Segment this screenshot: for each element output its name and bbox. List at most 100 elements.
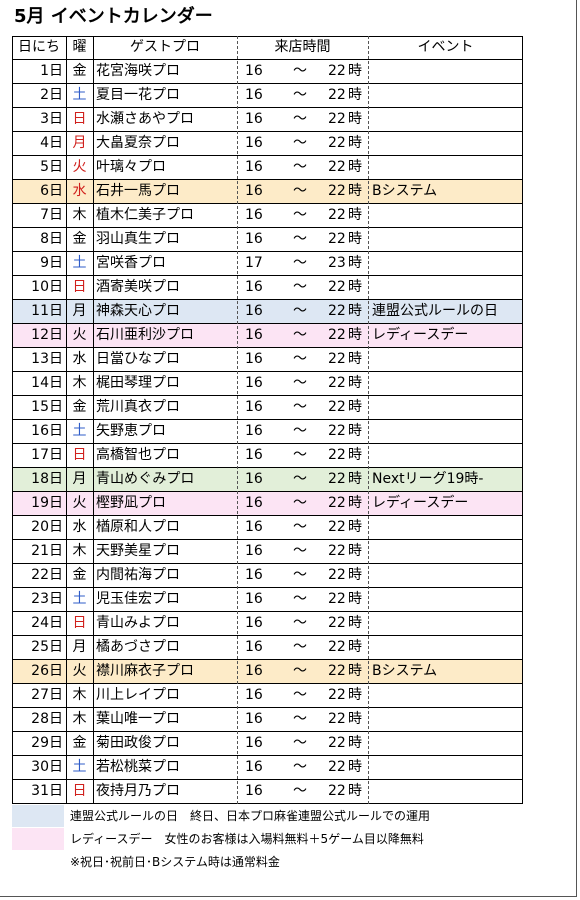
tilde: ～ bbox=[293, 279, 307, 295]
table-row: 17日日高橋智也プロ 16 ～ 22 時 bbox=[12, 444, 523, 468]
time-unit: 時 bbox=[348, 327, 362, 343]
start-time: 16 bbox=[245, 375, 263, 391]
guest-cell: 樫野凪プロ bbox=[96, 495, 166, 511]
time-unit: 時 bbox=[348, 255, 362, 271]
date-cell: 22日 bbox=[31, 567, 63, 583]
event-cell: 連盟公式ルールの日 bbox=[372, 303, 498, 319]
weekday-cell: 火 bbox=[72, 663, 87, 679]
end-time: 22 bbox=[328, 735, 346, 751]
guest-cell: 川上レイプロ bbox=[96, 687, 180, 703]
start-time: 16 bbox=[245, 423, 263, 439]
tilde: ～ bbox=[293, 711, 307, 727]
start-time: 16 bbox=[245, 735, 263, 751]
end-time: 22 bbox=[328, 159, 346, 175]
table-row: 5日火叶璃々プロ 16 ～ 22 時 bbox=[12, 156, 523, 180]
date-cell: 19日 bbox=[31, 495, 63, 511]
event-cell: Nextリーグ19時- bbox=[372, 471, 484, 487]
table-row: 7日木植木仁美子プロ 16 ～ 22 時 bbox=[12, 204, 523, 228]
end-time: 22 bbox=[328, 111, 346, 127]
date-cell: 25日 bbox=[31, 639, 63, 655]
weekday-cell: 月 bbox=[72, 303, 87, 319]
time-unit: 時 bbox=[348, 663, 362, 679]
column-header: ゲストプロ bbox=[130, 39, 200, 55]
tilde: ～ bbox=[293, 327, 307, 343]
end-time: 22 bbox=[328, 447, 346, 463]
header-row: 日にち曜 ゲストプロ 来店時間 イベント bbox=[12, 36, 523, 60]
weekday-cell: 日 bbox=[72, 111, 87, 127]
table-row: 16日土矢野恵プロ 16 ～ 22 時 bbox=[12, 420, 523, 444]
end-time: 22 bbox=[328, 567, 346, 583]
time-unit: 時 bbox=[348, 519, 362, 535]
weekday-cell: 木 bbox=[72, 207, 87, 223]
date-cell: 14日 bbox=[31, 375, 63, 391]
date-cell: 15日 bbox=[31, 399, 63, 415]
guest-cell: 石井一馬プロ bbox=[96, 183, 180, 199]
date-cell: 28日 bbox=[31, 711, 63, 727]
weekday-cell: 日 bbox=[72, 447, 87, 463]
table-row: 13日水日當ひなプロ 16 ～ 22 時 bbox=[12, 348, 523, 372]
weekday-cell: 火 bbox=[72, 495, 87, 511]
weekday-cell: 木 bbox=[72, 375, 87, 391]
date-cell: 4日 bbox=[40, 135, 63, 151]
guest-cell: 神森天心プロ bbox=[96, 303, 180, 319]
weekday-cell: 月 bbox=[72, 471, 87, 487]
column-header: イベント bbox=[417, 39, 474, 55]
weekday-cell: 火 bbox=[72, 327, 87, 343]
tilde: ～ bbox=[293, 663, 307, 679]
weekday-cell: 金 bbox=[72, 63, 87, 79]
column-divider bbox=[93, 36, 94, 804]
table-row: 3日日水瀬さあやプロ 16 ～ 22 時 bbox=[12, 108, 523, 132]
time-unit: 時 bbox=[348, 375, 362, 391]
guest-cell: 楢原和人プロ bbox=[96, 519, 180, 535]
tilde: ～ bbox=[293, 375, 307, 391]
date-cell: 9日 bbox=[40, 255, 63, 271]
end-time: 22 bbox=[328, 375, 346, 391]
end-time: 22 bbox=[328, 87, 346, 103]
tilde: ～ bbox=[293, 399, 307, 415]
table-row: 6日水石井一馬プロ 16 ～ 22 時 Bシステム bbox=[12, 180, 523, 204]
time-unit: 時 bbox=[348, 471, 362, 487]
guest-cell: 夏目一花プロ bbox=[96, 87, 180, 103]
legend-swatch bbox=[12, 805, 64, 827]
table-row: 26日火襟川麻衣子プロ 16 ～ 22 時 Bシステム bbox=[12, 660, 523, 684]
tilde: ～ bbox=[293, 567, 307, 583]
table-row: 20日水楢原和人プロ 16 ～ 22 時 bbox=[12, 516, 523, 540]
guest-cell: 菊田政俊プロ bbox=[96, 735, 180, 751]
guest-cell: 石川亜利沙プロ bbox=[96, 327, 194, 343]
weekday-cell: 日 bbox=[72, 615, 87, 631]
date-cell: 21日 bbox=[31, 543, 63, 559]
tilde: ～ bbox=[293, 519, 307, 535]
start-time: 16 bbox=[245, 447, 263, 463]
event-cell: Bシステム bbox=[372, 663, 438, 679]
time-unit: 時 bbox=[348, 231, 362, 247]
legend-text: レディースデー 女性のお客様は入場料無料＋5ゲーム目以降無料 bbox=[70, 832, 424, 846]
table-row: 18日月青山めぐみプロ 16 ～ 22 時 Nextリーグ19時- bbox=[12, 468, 523, 492]
date-cell: 27日 bbox=[31, 687, 63, 703]
date-cell: 18日 bbox=[31, 471, 63, 487]
guest-cell: 若松桃菜プロ bbox=[96, 759, 180, 775]
tilde: ～ bbox=[293, 687, 307, 703]
start-time: 16 bbox=[245, 519, 263, 535]
start-time: 16 bbox=[245, 399, 263, 415]
table-row: 25日月橘あづさプロ 16 ～ 22 時 bbox=[12, 636, 523, 660]
event-cell: Bシステム bbox=[372, 183, 438, 199]
end-time: 22 bbox=[328, 231, 346, 247]
tilde: ～ bbox=[293, 231, 307, 247]
time-unit: 時 bbox=[348, 495, 362, 511]
weekday-cell: 金 bbox=[72, 399, 87, 415]
start-time: 16 bbox=[245, 111, 263, 127]
table-row: 9日土宮咲香プロ 17 ～ 23 時 bbox=[12, 252, 523, 276]
weekday-cell: 日 bbox=[72, 279, 87, 295]
end-time: 22 bbox=[328, 663, 346, 679]
guest-cell: 襟川麻衣子プロ bbox=[96, 663, 194, 679]
guest-cell: 植木仁美子プロ bbox=[96, 207, 194, 223]
time-unit: 時 bbox=[348, 111, 362, 127]
guest-cell: 矢野恵プロ bbox=[96, 423, 166, 439]
tilde: ～ bbox=[293, 735, 307, 751]
table-row: 23日土児玉佳宏プロ 16 ～ 22 時 bbox=[12, 588, 523, 612]
weekday-cell: 水 bbox=[72, 183, 87, 199]
table-row: 28日木葉山唯一プロ 16 ～ 22 時 bbox=[12, 708, 523, 732]
end-time: 22 bbox=[328, 639, 346, 655]
table-row: 11日月神森天心プロ 16 ～ 22 時連盟公式ルールの日 bbox=[12, 300, 523, 324]
legend-swatch bbox=[12, 828, 64, 850]
